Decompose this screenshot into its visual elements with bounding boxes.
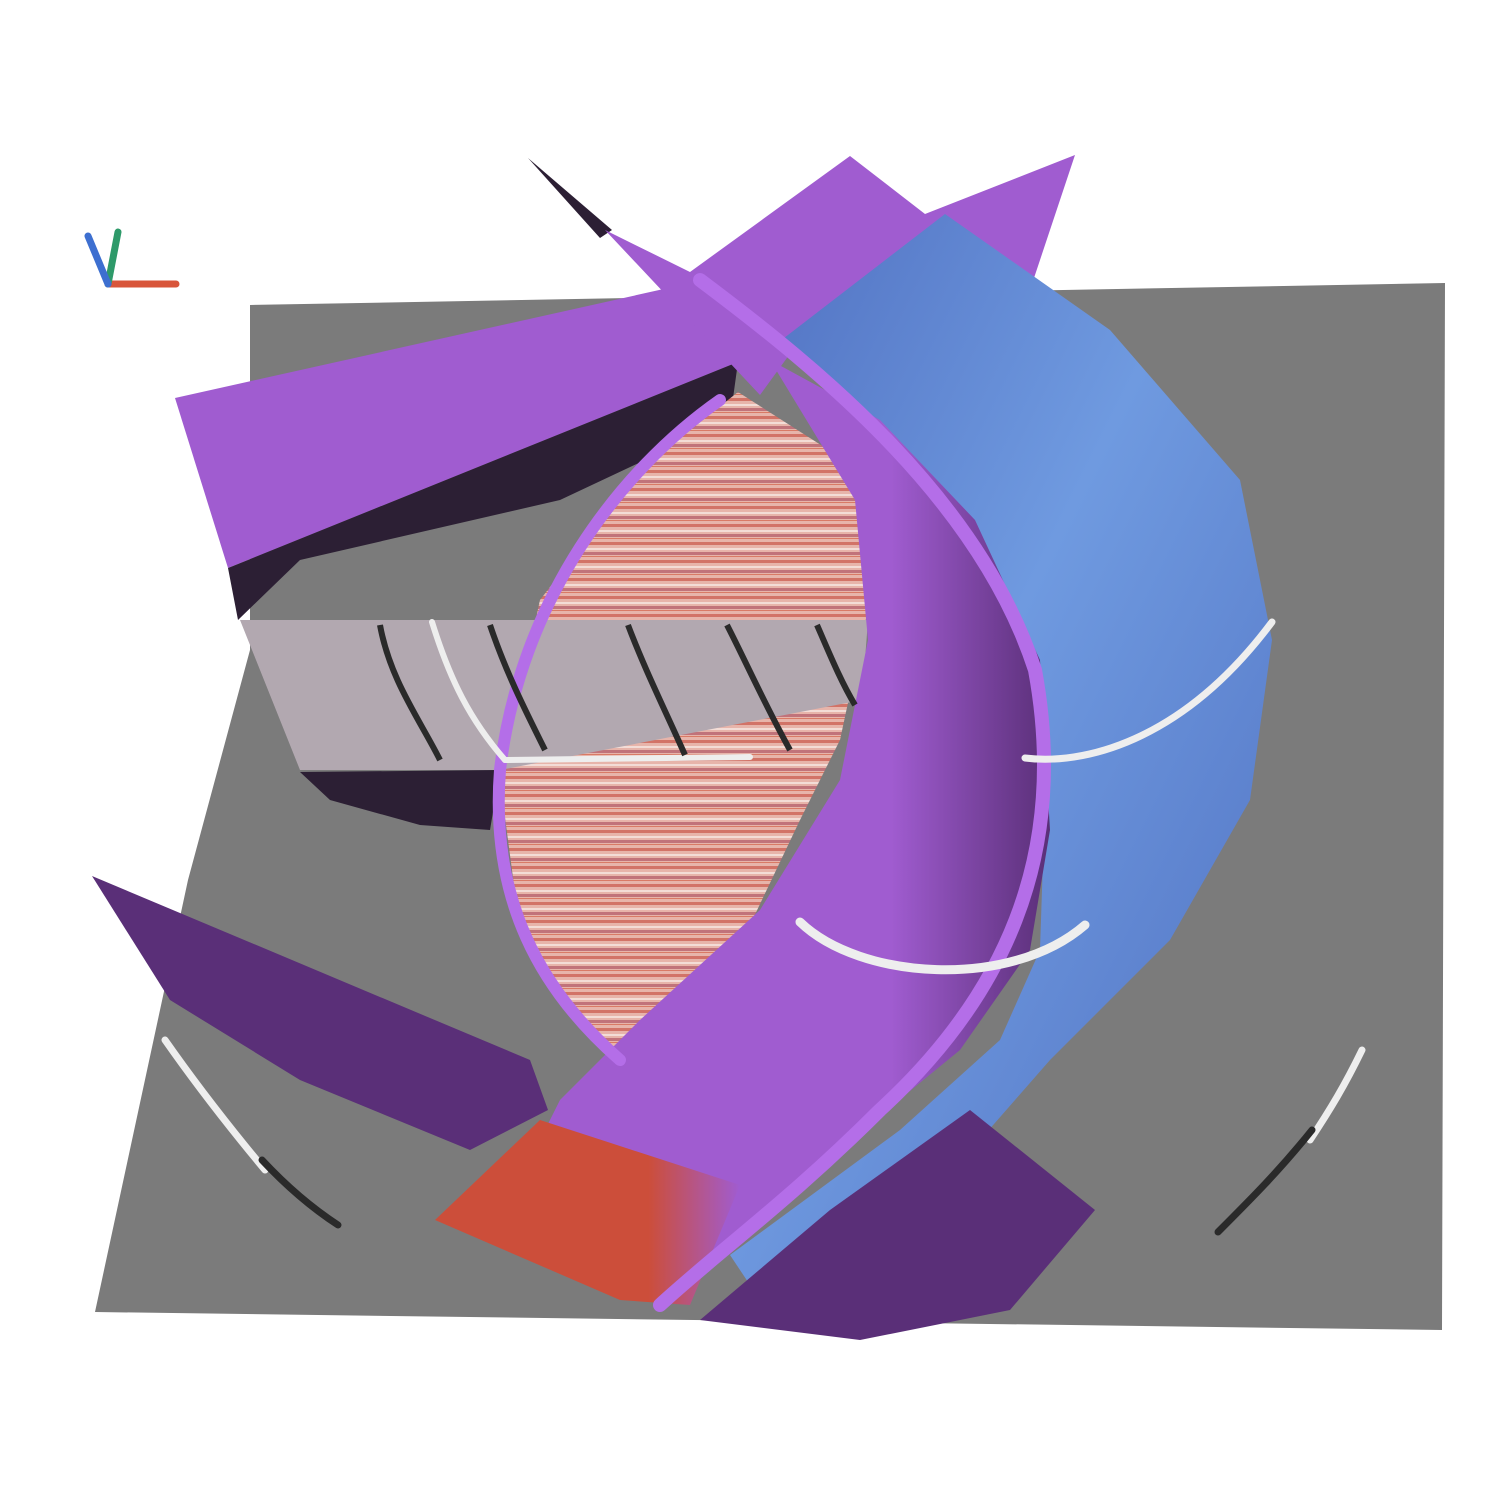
axes-gizmo bbox=[84, 228, 180, 288]
ribbon-blue bbox=[730, 214, 1272, 1300]
tube-black bbox=[377, 624, 443, 762]
fin-top-dark bbox=[528, 158, 612, 238]
curtain-black-tubes bbox=[377, 623, 858, 762]
sheet-top-center bbox=[605, 155, 1075, 395]
tube-black bbox=[625, 623, 688, 757]
tube-white-horizontal bbox=[502, 754, 753, 763]
ribbon-purple bbox=[520, 360, 1050, 1260]
curtain-panel bbox=[240, 620, 868, 770]
tube-black-bottom-right bbox=[1214, 1126, 1316, 1236]
tube-black bbox=[487, 624, 548, 752]
tube-purple-main bbox=[653, 273, 1052, 1312]
ribbon-red-tip bbox=[435, 1120, 740, 1305]
tube-black bbox=[724, 623, 793, 752]
axis-z-line bbox=[84, 232, 112, 288]
tube-white-bottom-right bbox=[1306, 1046, 1366, 1144]
curtain-shadow bbox=[300, 770, 500, 830]
sheet-bottom-left bbox=[92, 876, 548, 1150]
axis-y-line bbox=[104, 228, 122, 288]
tube-black bbox=[814, 623, 858, 707]
tube-white-lower bbox=[795, 917, 1090, 975]
tube-black-bottom-left bbox=[258, 1156, 342, 1229]
tube-white-bottom-left bbox=[161, 1036, 269, 1174]
sheet-top-left bbox=[175, 272, 740, 568]
tube-white-right bbox=[1021, 618, 1276, 763]
sheet-bottom-right bbox=[700, 1110, 1095, 1340]
sheet-top-left-shadow bbox=[228, 362, 738, 620]
tube-white-curtain bbox=[429, 619, 508, 763]
